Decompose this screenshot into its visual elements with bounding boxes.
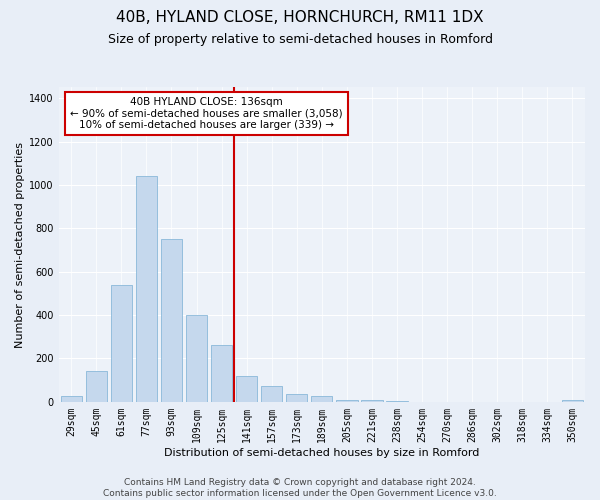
Text: Size of property relative to semi-detached houses in Romford: Size of property relative to semi-detach… [107,32,493,46]
Bar [86,372,107,402]
Bar [562,400,583,402]
Bar [136,176,157,402]
Bar [161,239,182,402]
Text: Contains HM Land Registry data © Crown copyright and database right 2024.
Contai: Contains HM Land Registry data © Crown c… [103,478,497,498]
Y-axis label: Number of semi-detached properties: Number of semi-detached properties [15,142,25,348]
Bar [61,396,82,402]
Bar [261,386,283,402]
Bar [311,396,332,402]
Text: 40B, HYLAND CLOSE, HORNCHURCH, RM11 1DX: 40B, HYLAND CLOSE, HORNCHURCH, RM11 1DX [116,10,484,25]
Bar [236,376,257,402]
Text: 40B HYLAND CLOSE: 136sqm
← 90% of semi-detached houses are smaller (3,058)
10% o: 40B HYLAND CLOSE: 136sqm ← 90% of semi-d… [70,97,343,130]
Bar [286,394,307,402]
Bar [110,285,132,402]
Bar [361,400,383,402]
Bar [186,315,207,402]
X-axis label: Distribution of semi-detached houses by size in Romford: Distribution of semi-detached houses by … [164,448,479,458]
Bar [336,400,358,402]
Bar [211,346,232,402]
